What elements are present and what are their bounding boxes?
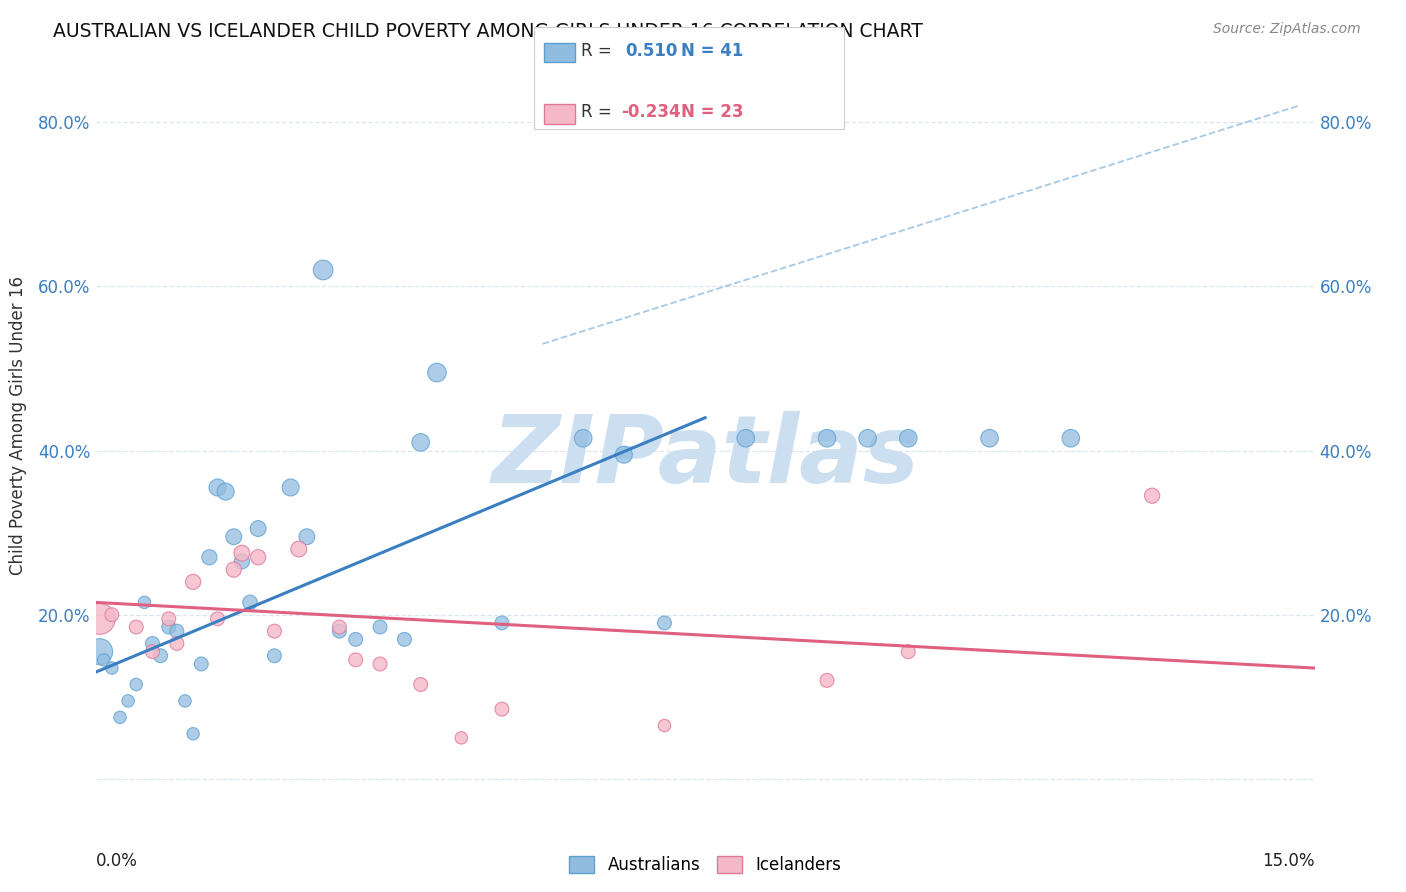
Point [93,653,115,667]
Point [328,620,350,634]
Point [572,431,595,445]
Point [89,612,111,626]
Point [134,595,156,609]
Point [231,546,253,560]
Point [207,612,229,626]
Point [409,677,432,691]
Point [368,657,391,671]
Text: -0.234: -0.234 [621,103,681,121]
Point [198,550,221,565]
Point [491,702,513,716]
Text: N = 23: N = 23 [681,103,742,121]
Point [394,632,416,647]
Point [247,550,270,565]
Point [295,530,318,544]
Point [166,624,188,639]
Point [125,620,148,634]
Point [207,481,229,495]
Point [897,431,920,445]
Point [897,645,920,659]
Point [491,615,513,630]
Text: 0.0%: 0.0% [96,852,138,870]
Text: R =: R = [581,103,612,121]
Point [1060,431,1083,445]
Point [654,615,676,630]
Point [654,718,676,732]
Y-axis label: Child Poverty Among Girls Under 16: Child Poverty Among Girls Under 16 [8,277,27,575]
Point [613,448,636,462]
Point [108,710,131,724]
Text: ZIPatlas: ZIPatlas [491,411,920,503]
Point [815,673,838,688]
Point [247,522,270,536]
Point [222,563,245,577]
Text: Source: ZipAtlas.com: Source: ZipAtlas.com [1213,22,1361,37]
Point [214,484,236,499]
Point [157,612,180,626]
Point [263,624,285,639]
Point [815,431,838,445]
Point [174,694,197,708]
Point [368,620,391,634]
Point [344,632,367,647]
Point [734,431,756,445]
Point [141,645,163,659]
Point [409,435,432,450]
Point [856,431,879,445]
Text: AUSTRALIAN VS ICELANDER CHILD POVERTY AMONG GIRLS UNDER 16 CORRELATION CHART: AUSTRALIAN VS ICELANDER CHILD POVERTY AM… [53,22,924,41]
Point [1140,489,1163,503]
Point [979,431,1001,445]
Text: R =: R = [581,42,612,60]
Point [426,366,449,380]
Text: N = 41: N = 41 [681,42,742,60]
Text: 0.510: 0.510 [626,42,678,60]
Point [181,727,204,741]
Point [166,636,188,650]
Point [239,595,262,609]
Point [222,530,245,544]
Point [149,648,172,663]
Point [190,657,212,671]
Point [157,620,180,634]
Legend: Australians, Icelanders: Australians, Icelanders [562,849,848,880]
Point [280,481,302,495]
Point [344,653,367,667]
Point [117,694,139,708]
Point [450,731,472,745]
Point [263,648,285,663]
Point [125,677,148,691]
Point [101,661,124,675]
Point [89,645,111,659]
Point [231,554,253,568]
Point [312,263,335,277]
Point [141,636,163,650]
Point [181,574,204,589]
Point [288,542,311,557]
Point [101,607,124,622]
Point [328,624,350,639]
Text: 15.0%: 15.0% [1263,852,1315,870]
